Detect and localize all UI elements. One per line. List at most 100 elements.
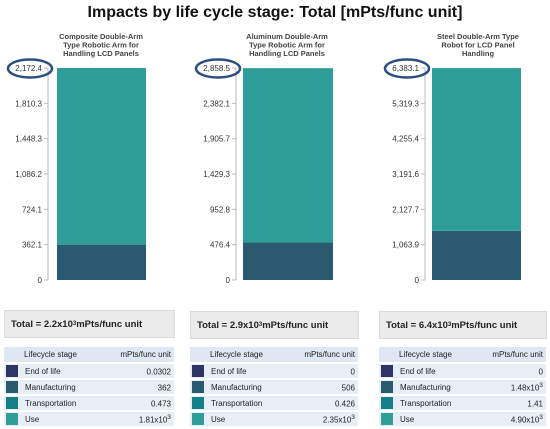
legend-row: End of life 0 [379, 362, 546, 379]
panel-title-line: Handling LCD Panels [63, 49, 139, 58]
y-tick-label: 1,905.7 [203, 135, 230, 144]
panel-title: Composite Double-Arm Type Robotic Arm for… [59, 32, 143, 58]
legend-table-1: Lifecycle stage mPts/func unit End of li… [4, 347, 174, 426]
legend-header-row: Lifecycle stage mPts/func unit [379, 347, 546, 363]
legend-value: 0 [472, 362, 546, 379]
y-tick-label: 362.1 [22, 241, 43, 250]
highlight-ellipse [6, 58, 54, 79]
legend-header-unit: mPts/func unit [472, 347, 546, 363]
main-title: Impacts by life cycle stage: Total [mPts… [87, 4, 463, 21]
legend-row: Transportation 0.426 [190, 394, 358, 411]
total-text-3: Total = 6.4x10 [386, 319, 448, 331]
y-tick-label: 2,858.5 [203, 64, 230, 73]
legend-stage-label: Transportation [22, 394, 99, 411]
legend-value: 1.81x103 [98, 410, 174, 426]
y-tick-label: 1,086.2 [15, 170, 42, 179]
swatch-manufacturing [192, 381, 204, 393]
legend-stage-label: Use [22, 410, 99, 426]
swatch-transportation [192, 397, 204, 409]
legend-stage-label: Manufacturing [22, 378, 99, 395]
legend-value: 1.41 [472, 394, 546, 411]
panel-title: Aluminum Double-Arm Type Robotic Arm for H… [246, 32, 328, 58]
legend-header-stage: Lifecycle stage [4, 347, 99, 363]
panel-title-line: Handling LCD Panels [249, 49, 325, 58]
bar-segment-manufacturing [243, 242, 333, 280]
total-unit-3: mPts/func unit [451, 319, 518, 331]
legend-table-2: Lifecycle stage mPts/func unit End of li… [190, 347, 358, 426]
legend-stage-label: Manufacturing [397, 378, 473, 395]
total-box-2: Total = 2.9x10 3 mPts/func unit [190, 311, 359, 339]
y-tick-label: 1,810.3 [15, 99, 42, 108]
legend-stage-label: Transportation [208, 394, 284, 411]
legend-row: Transportation 0.473 [4, 394, 174, 411]
panel-title: Steel Double-Arm Type Robot for LCD Panel… [437, 32, 519, 58]
legend-header-row: Lifecycle stage mPts/func unit [190, 347, 358, 363]
swatch-use [192, 413, 204, 425]
y-tick-label: 0 [38, 276, 43, 285]
legend-stage-label: End of life [22, 362, 99, 379]
legend-stage-label: Transportation [397, 394, 473, 411]
legend-header-stage: Lifecycle stage [379, 347, 473, 363]
bar-segment-use [57, 67, 146, 245]
y-tick-label: 0 [415, 276, 420, 285]
y-tick-label: 476.4 [210, 241, 231, 250]
total-exp-1: 3 [72, 321, 77, 327]
charts-canvas: Composite Double-Arm Type Robotic Arm for… [6, 32, 521, 285]
legend-value: 0.0302 [98, 362, 174, 379]
swatch-use [381, 413, 393, 425]
legend-row: Manufacturing 362 [4, 378, 174, 395]
total-text-2: Total = 2.9x10 [197, 319, 259, 331]
y-tick-label: 952.8 [210, 205, 231, 214]
swatch-transportation [6, 397, 18, 409]
y-tick-label: 0 [226, 276, 231, 285]
y-tick-label: 4,255.4 [392, 135, 419, 144]
panel-title-line: Type Robotic Arm for [63, 41, 139, 50]
legend-header-stage: Lifecycle stage [190, 347, 284, 363]
legend-row: End of life 0.0302 [4, 362, 174, 379]
legend-header-unit: mPts/func unit [98, 347, 174, 363]
legend-row: Manufacturing 506 [190, 378, 358, 395]
legend-value: 506 [283, 378, 358, 395]
panel-title-line: Composite Double-Arm [59, 32, 143, 41]
swatch-manufacturing [6, 381, 18, 393]
highlight-ellipse [194, 58, 242, 79]
legend-value: 0.473 [98, 394, 174, 411]
bar-segment-use [432, 68, 521, 231]
y-tick-label: 5,319.3 [392, 99, 419, 108]
bar-segment-manufacturing [432, 230, 521, 280]
swatch-manufacturing [381, 381, 393, 393]
y-tick-label: 6,383.1 [392, 64, 419, 73]
bar-segment-use [243, 68, 333, 243]
swatch-use [6, 413, 18, 425]
swatch-transportation [381, 397, 393, 409]
legend-value: 2.35x103 [283, 410, 358, 426]
y-tick-label: 2,127.7 [392, 205, 419, 214]
panel-title-line: Steel Double-Arm Type [437, 32, 519, 41]
panel-title-line: Robot for LCD Panel [441, 41, 514, 50]
legend-row: Transportation 1.41 [379, 394, 546, 411]
legend-value: 362 [98, 378, 174, 395]
y-tick-label: 1,063.9 [392, 241, 419, 250]
total-box-1: Total = 2.2x10 3 mPts/func unit [4, 310, 175, 338]
swatch-end-of-life [192, 365, 204, 377]
y-tick-label: 3,191.6 [392, 170, 419, 179]
legend-header-unit: mPts/func unit [283, 347, 358, 363]
legend-header-row: Lifecycle stage mPts/func unit [4, 347, 174, 363]
total-unit-1: mPts/func unit [76, 318, 143, 330]
legend-value: 4.90x103 [472, 410, 546, 426]
legend-stage-label: End of life [208, 362, 284, 379]
swatch-end-of-life [381, 365, 393, 377]
y-tick-label: 2,172.4 [15, 64, 42, 73]
y-tick-label: 724.1 [22, 205, 43, 214]
y-tick-label: 2,382.1 [203, 99, 230, 108]
bar-segment-manufacturing [57, 244, 146, 280]
legend-stage-label: Use [397, 410, 473, 426]
panel-title-line: Aluminum Double-Arm [246, 32, 328, 41]
total-unit-2: mPts/func unit [262, 319, 329, 331]
swatch-end-of-life [6, 365, 18, 377]
legend-row: End of life 0 [190, 362, 358, 379]
legend-row: Use 4.90x103 [379, 410, 546, 426]
legend-stage-label: End of life [397, 362, 473, 379]
legend-stage-label: Manufacturing [208, 378, 284, 395]
total-box-3: Total = 6.4x10 3 mPts/func unit [379, 311, 547, 339]
